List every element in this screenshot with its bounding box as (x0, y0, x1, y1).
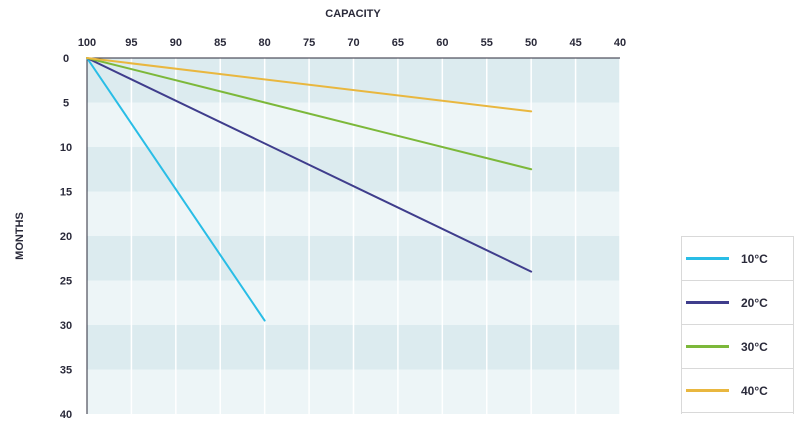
legend-swatch (686, 345, 729, 348)
plot-grid (130, 58, 621, 414)
legend-swatch (686, 301, 729, 304)
x-tick-label: 80 (259, 37, 271, 49)
series-line-40c (86, 57, 533, 113)
x-tick-label: 75 (303, 37, 315, 49)
legend-label: 10°C (741, 251, 768, 266)
y-tick-label: 20 (60, 231, 72, 243)
y-tick-label: 40 (60, 409, 72, 421)
legend-label: 20°C (741, 295, 768, 310)
y-tick-label: 15 (60, 187, 72, 199)
y-tick-labels: 0 5 10 15 20 25 30 35 40 (60, 53, 72, 421)
legend-label: 30°C (741, 339, 768, 354)
series-line-10c (86, 57, 266, 322)
y-tick-label: 30 (60, 320, 72, 332)
x-tick-label: 60 (436, 37, 448, 49)
x-tick-label: 65 (392, 37, 404, 49)
y-axis-title: MONTHS (14, 212, 26, 260)
series-line-30c (86, 57, 533, 171)
x-axis-title: CAPACITY (325, 8, 381, 20)
capacity-chart: 100 95 90 85 80 75 70 65 60 55 50 45 40 0 5 10 15 20 25 30… (14, 8, 626, 421)
legend-swatch (686, 389, 729, 392)
x-tick-label: 45 (569, 37, 581, 49)
legend-item-40c: 40°C (682, 369, 793, 413)
legend-swatch (686, 257, 729, 260)
y-tick-label: 0 (63, 53, 69, 65)
series-lines (86, 57, 533, 322)
y-tick-label: 35 (60, 365, 72, 377)
legend-label: 40°C (741, 383, 768, 398)
x-tick-label: 90 (170, 37, 182, 49)
y-tick-label: 5 (63, 98, 69, 110)
x-tick-label: 40 (614, 37, 626, 49)
x-tick-label: 100 (78, 37, 96, 49)
legend-item-30c: 30°C (682, 325, 793, 369)
legend: 10°C 20°C 30°C 40°C (681, 236, 794, 414)
x-tick-label: 50 (525, 37, 537, 49)
x-tick-label: 70 (347, 37, 359, 49)
y-tick-label: 25 (60, 276, 72, 288)
x-tick-labels: 100 95 90 85 80 75 70 65 60 55 50 45 40 (78, 37, 626, 49)
y-tick-label: 10 (60, 142, 72, 154)
x-tick-label: 95 (125, 37, 137, 49)
legend-item-10c: 10°C (682, 237, 793, 281)
x-tick-label: 85 (214, 37, 226, 49)
series-line-20c (86, 57, 533, 273)
x-tick-label: 55 (481, 37, 493, 49)
legend-item-20c: 20°C (682, 281, 793, 325)
plot-axes (86, 57, 620, 414)
